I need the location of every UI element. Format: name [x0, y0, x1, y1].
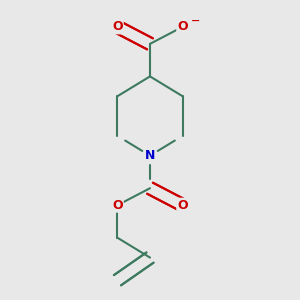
Text: N: N [145, 149, 155, 162]
Text: O: O [112, 199, 123, 212]
Text: O: O [177, 199, 188, 212]
Text: O: O [177, 20, 188, 33]
Text: O: O [112, 20, 123, 33]
Text: −: − [190, 16, 200, 26]
